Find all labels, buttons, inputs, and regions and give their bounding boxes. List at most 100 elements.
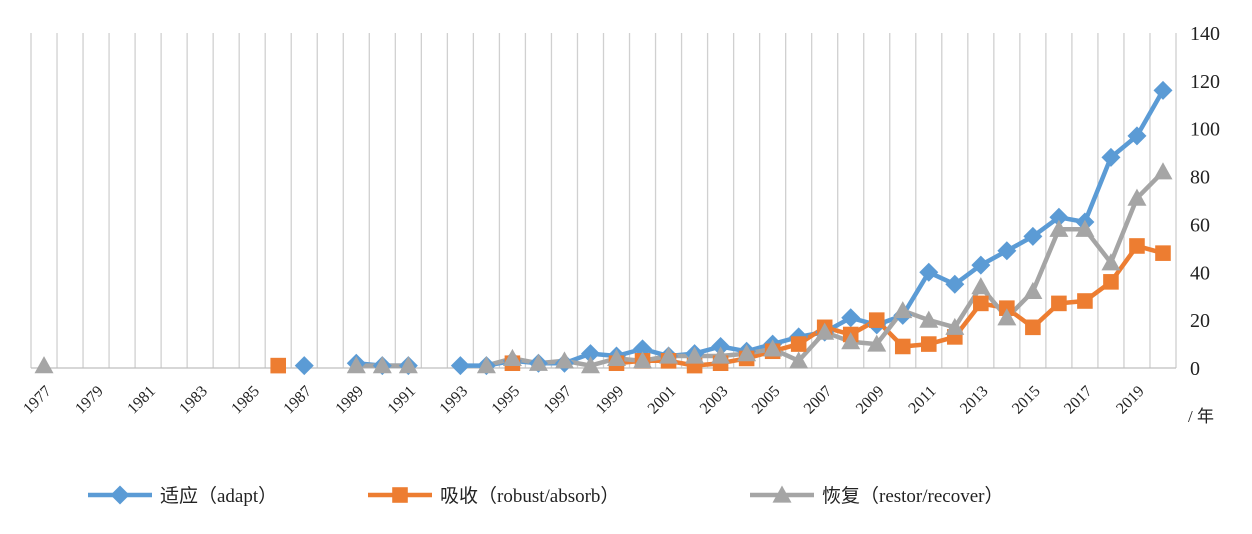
data-point-square	[1077, 293, 1093, 309]
x-tick-label: 1985	[228, 383, 263, 418]
data-point-square	[868, 312, 885, 328]
legend-label: 恢复（restor/recover）	[822, 485, 1004, 507]
x-axis-labels: 1977 1979 1981 1983 1985 1987 1989 1991 1993 1995…	[20, 383, 1214, 426]
data-point-triangle	[711, 346, 731, 364]
data-points	[34, 80, 1173, 376]
x-tick-label: 2017	[1061, 383, 1096, 418]
data-point-diamond	[971, 255, 991, 275]
x-tick-label: 2019	[1113, 383, 1148, 418]
data-point-diamond	[1101, 147, 1121, 167]
data-point-diamond	[1153, 80, 1173, 100]
legend-marker-triangle	[772, 485, 792, 503]
data-point-triangle	[1075, 219, 1095, 237]
gridlines	[30, 33, 1177, 369]
x-tick-label: 1977	[20, 383, 55, 418]
data-point-diamond	[841, 308, 861, 328]
x-tick-label: 1997	[541, 383, 576, 418]
x-tick-label: 2005	[749, 383, 784, 418]
data-point-square	[999, 300, 1015, 316]
x-tick-label: 2009	[853, 383, 888, 418]
x-tick-label: 2011	[905, 383, 939, 417]
data-point-triangle	[34, 356, 54, 374]
y-tick-label: 100	[1190, 119, 1220, 141]
x-tick-label: 1981	[124, 383, 159, 418]
data-point-diamond	[945, 274, 965, 294]
x-tick-label: 2001	[645, 383, 680, 418]
y-axis-labels: 0 20 40 60 80 100 120 140	[1190, 23, 1220, 380]
data-point-square	[1103, 274, 1119, 290]
legend: 适应（adapt） 吸收（robust/absorb） 恢复（restor/reco…	[88, 485, 1004, 507]
data-point-triangle	[1127, 188, 1147, 206]
y-tick-label: 80	[1190, 167, 1210, 189]
data-point-triangle	[659, 346, 679, 364]
legend-label: 吸收（robust/absorb）	[440, 485, 619, 507]
data-point-triangle	[1049, 219, 1069, 237]
x-tick-label: 2003	[697, 383, 732, 418]
data-point-triangle	[1023, 281, 1043, 300]
legend-marker-diamond	[110, 485, 130, 505]
data-point-triangle	[971, 277, 991, 295]
data-point-diamond	[1023, 226, 1043, 246]
data-point-triangle	[919, 310, 939, 328]
data-point-diamond	[580, 344, 600, 364]
y-tick-label: 140	[1190, 23, 1220, 45]
y-tick-label: 40	[1190, 262, 1210, 284]
y-tick-label: 20	[1190, 310, 1210, 332]
data-point-diamond	[997, 241, 1017, 261]
data-point-triangle	[815, 322, 835, 340]
data-point-square	[973, 295, 989, 312]
data-point-triangle	[633, 351, 653, 369]
data-point-triangle	[502, 348, 522, 367]
x-tick-label: 1979	[72, 383, 107, 418]
data-point-diamond	[1127, 126, 1147, 146]
y-tick-label: 60	[1190, 214, 1210, 236]
data-point-diamond	[919, 262, 939, 282]
data-point-triangle	[867, 334, 887, 352]
data-point-triangle	[554, 351, 574, 369]
data-point-triangle	[372, 356, 392, 374]
data-point-triangle	[607, 348, 627, 367]
legend-entry: 恢复（restor/recover）	[750, 485, 1004, 507]
data-point-square	[1025, 319, 1041, 336]
data-point-triangle	[1101, 253, 1121, 271]
data-point-square	[1155, 245, 1171, 261]
x-tick-label: 1991	[385, 383, 420, 418]
data-point-triangle	[737, 344, 757, 362]
data-point-triangle	[528, 353, 548, 371]
legend-marker-square	[392, 487, 408, 503]
data-point-triangle	[789, 351, 809, 369]
series-line-square	[614, 243, 1166, 368]
data-point-triangle	[763, 339, 783, 357]
data-point-square	[1129, 238, 1145, 254]
x-tick-label: 1999	[593, 383, 628, 418]
data-point-triangle	[476, 356, 496, 374]
x-tick-label: 1989	[332, 383, 367, 418]
data-point-diamond	[294, 356, 314, 376]
data-point-square	[270, 357, 287, 374]
y-tick-label: 0	[1190, 358, 1200, 380]
data-point-triangle	[1153, 162, 1173, 180]
x-tick-label: 1995	[489, 383, 524, 418]
data-point-triangle	[945, 317, 965, 335]
x-tick-label: 2007	[801, 383, 836, 418]
y-tick-label: 120	[1190, 71, 1220, 93]
data-point-triangle	[346, 356, 366, 374]
data-point-square	[894, 338, 911, 355]
data-point-diamond	[1049, 207, 1069, 227]
data-point-square	[790, 336, 807, 352]
x-tick-label: 1983	[176, 383, 211, 418]
data-point-triangle	[841, 332, 861, 350]
x-tick-label: 1993	[437, 383, 472, 418]
legend-entry: 吸收（robust/absorb）	[368, 485, 619, 507]
x-axis-unit-label: / 年	[1188, 407, 1214, 426]
data-point-diamond	[450, 356, 470, 376]
data-point-triangle	[685, 346, 705, 364]
legend-label: 适应（adapt）	[160, 485, 277, 507]
x-tick-label: 2015	[1009, 383, 1044, 418]
data-point-triangle	[398, 356, 418, 374]
legend-entry: 适应（adapt）	[88, 485, 277, 507]
data-point-triangle	[997, 308, 1017, 326]
data-point-triangle	[580, 356, 600, 374]
